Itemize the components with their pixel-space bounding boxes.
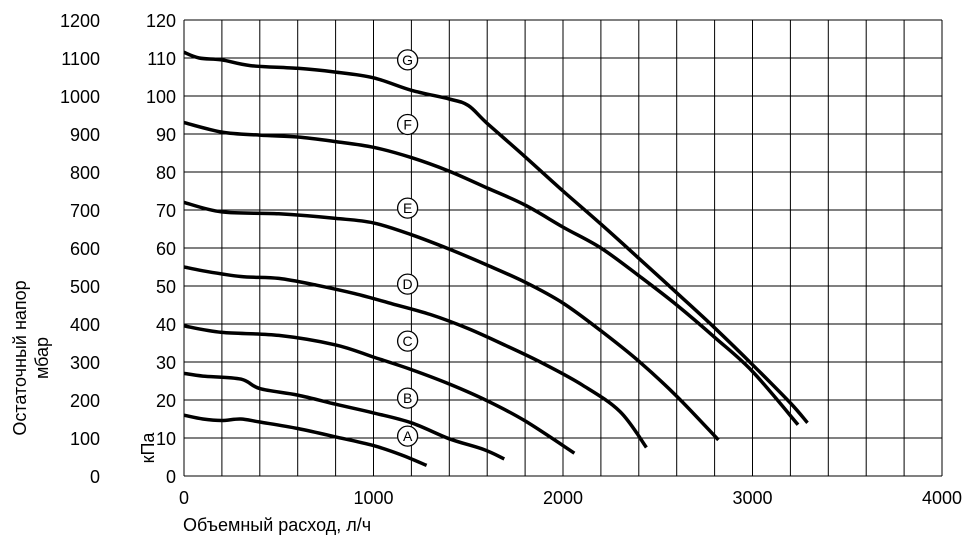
x-tick-label: 3000	[732, 488, 772, 508]
curve-label-text: C	[403, 333, 413, 349]
curve-g	[183, 50, 809, 424]
y-tick-label-kpa: 0	[166, 467, 176, 487]
y-tick-label-mbar: 600	[70, 239, 100, 259]
curve-label-text: A	[403, 428, 413, 444]
y-tick-label-mbar: 1200	[60, 11, 100, 31]
y-axis-title-left: Остаточный напор	[10, 280, 30, 435]
curve-label-circle	[396, 273, 419, 295]
curve-c	[183, 324, 576, 455]
curve-label-b: B	[396, 387, 419, 409]
curve-label-circle	[396, 330, 419, 352]
y-tick-label-kpa: 80	[156, 163, 176, 183]
curve-label-e: E	[396, 197, 419, 219]
x-tick-label: 0	[179, 488, 189, 508]
y-tick-label-kpa: 50	[156, 277, 176, 297]
axis-titles: Остаточный напор мбар кПа Объемный расхо…	[10, 280, 371, 535]
x-axis-title: Объемный расход, л/ч	[183, 515, 371, 535]
series-curves	[183, 50, 809, 468]
x-tick-label: 1000	[353, 488, 393, 508]
curve-label-circle	[396, 113, 419, 136]
curve-label-text: D	[403, 276, 413, 292]
y-axis-unit-kpa: кПа	[138, 432, 158, 464]
y-tick-label-mbar: 1100	[61, 49, 100, 69]
y-tick-label-kpa: 120	[146, 11, 176, 31]
tick-labels: 0 1000 2000 3000 400001020304050607080901001…	[60, 11, 962, 508]
curve-label-c: C	[396, 330, 419, 352]
curve-label-g: G	[396, 49, 419, 71]
y-tick-label-mbar: 1000	[60, 87, 100, 107]
y-tick-label-mbar: 200	[70, 391, 100, 411]
y-tick-label-mbar: 700	[70, 201, 100, 221]
curve-label-a: A	[396, 425, 419, 447]
y-tick-label-kpa: 100	[146, 87, 176, 107]
curve-d	[183, 265, 648, 449]
y-tick-label-kpa: 10	[156, 429, 176, 449]
y-tick-label-mbar: 400	[70, 315, 100, 335]
curve-label-text: B	[403, 390, 412, 406]
x-tick-label: 4000	[922, 488, 962, 508]
curve-label-circle	[396, 197, 419, 219]
y-tick-label-kpa: 110	[147, 49, 176, 69]
grid	[183, 19, 943, 477]
y-tick-label-kpa: 90	[156, 125, 176, 145]
y-tick-label-kpa: 40	[156, 315, 176, 335]
x-tick-label: 2000	[543, 488, 583, 508]
curve-label-text: G	[402, 52, 413, 68]
y-tick-label-kpa: 30	[156, 353, 176, 373]
y-tick-label-mbar: 300	[70, 353, 100, 373]
curve-label-circle	[396, 49, 419, 71]
y-tick-label-mbar: 800	[70, 163, 100, 183]
series-labels: A B C D E F G	[396, 49, 419, 447]
curve-label-f: F	[396, 113, 419, 136]
y-tick-label-mbar: 100	[70, 429, 100, 449]
curve-label-circle	[396, 425, 419, 447]
y-tick-label-mbar: 900	[70, 125, 100, 145]
curve-a	[183, 413, 428, 468]
curve-b	[183, 371, 506, 461]
y-tick-label-mbar: 0	[90, 467, 100, 487]
curve-label-text: E	[403, 200, 412, 216]
y-tick-label-mbar: 500	[70, 277, 100, 297]
curve-label-d: D	[396, 273, 419, 295]
curve-label-text: F	[403, 117, 412, 133]
curve-f	[183, 120, 800, 426]
y-tick-label-kpa: 60	[156, 239, 176, 259]
curve-e	[183, 200, 720, 442]
curve-label-circle	[396, 387, 419, 409]
y-tick-label-kpa: 70	[156, 201, 176, 221]
y-axis-unit-mbar: мбар	[32, 337, 52, 379]
y-tick-label-kpa: 20	[156, 391, 176, 411]
